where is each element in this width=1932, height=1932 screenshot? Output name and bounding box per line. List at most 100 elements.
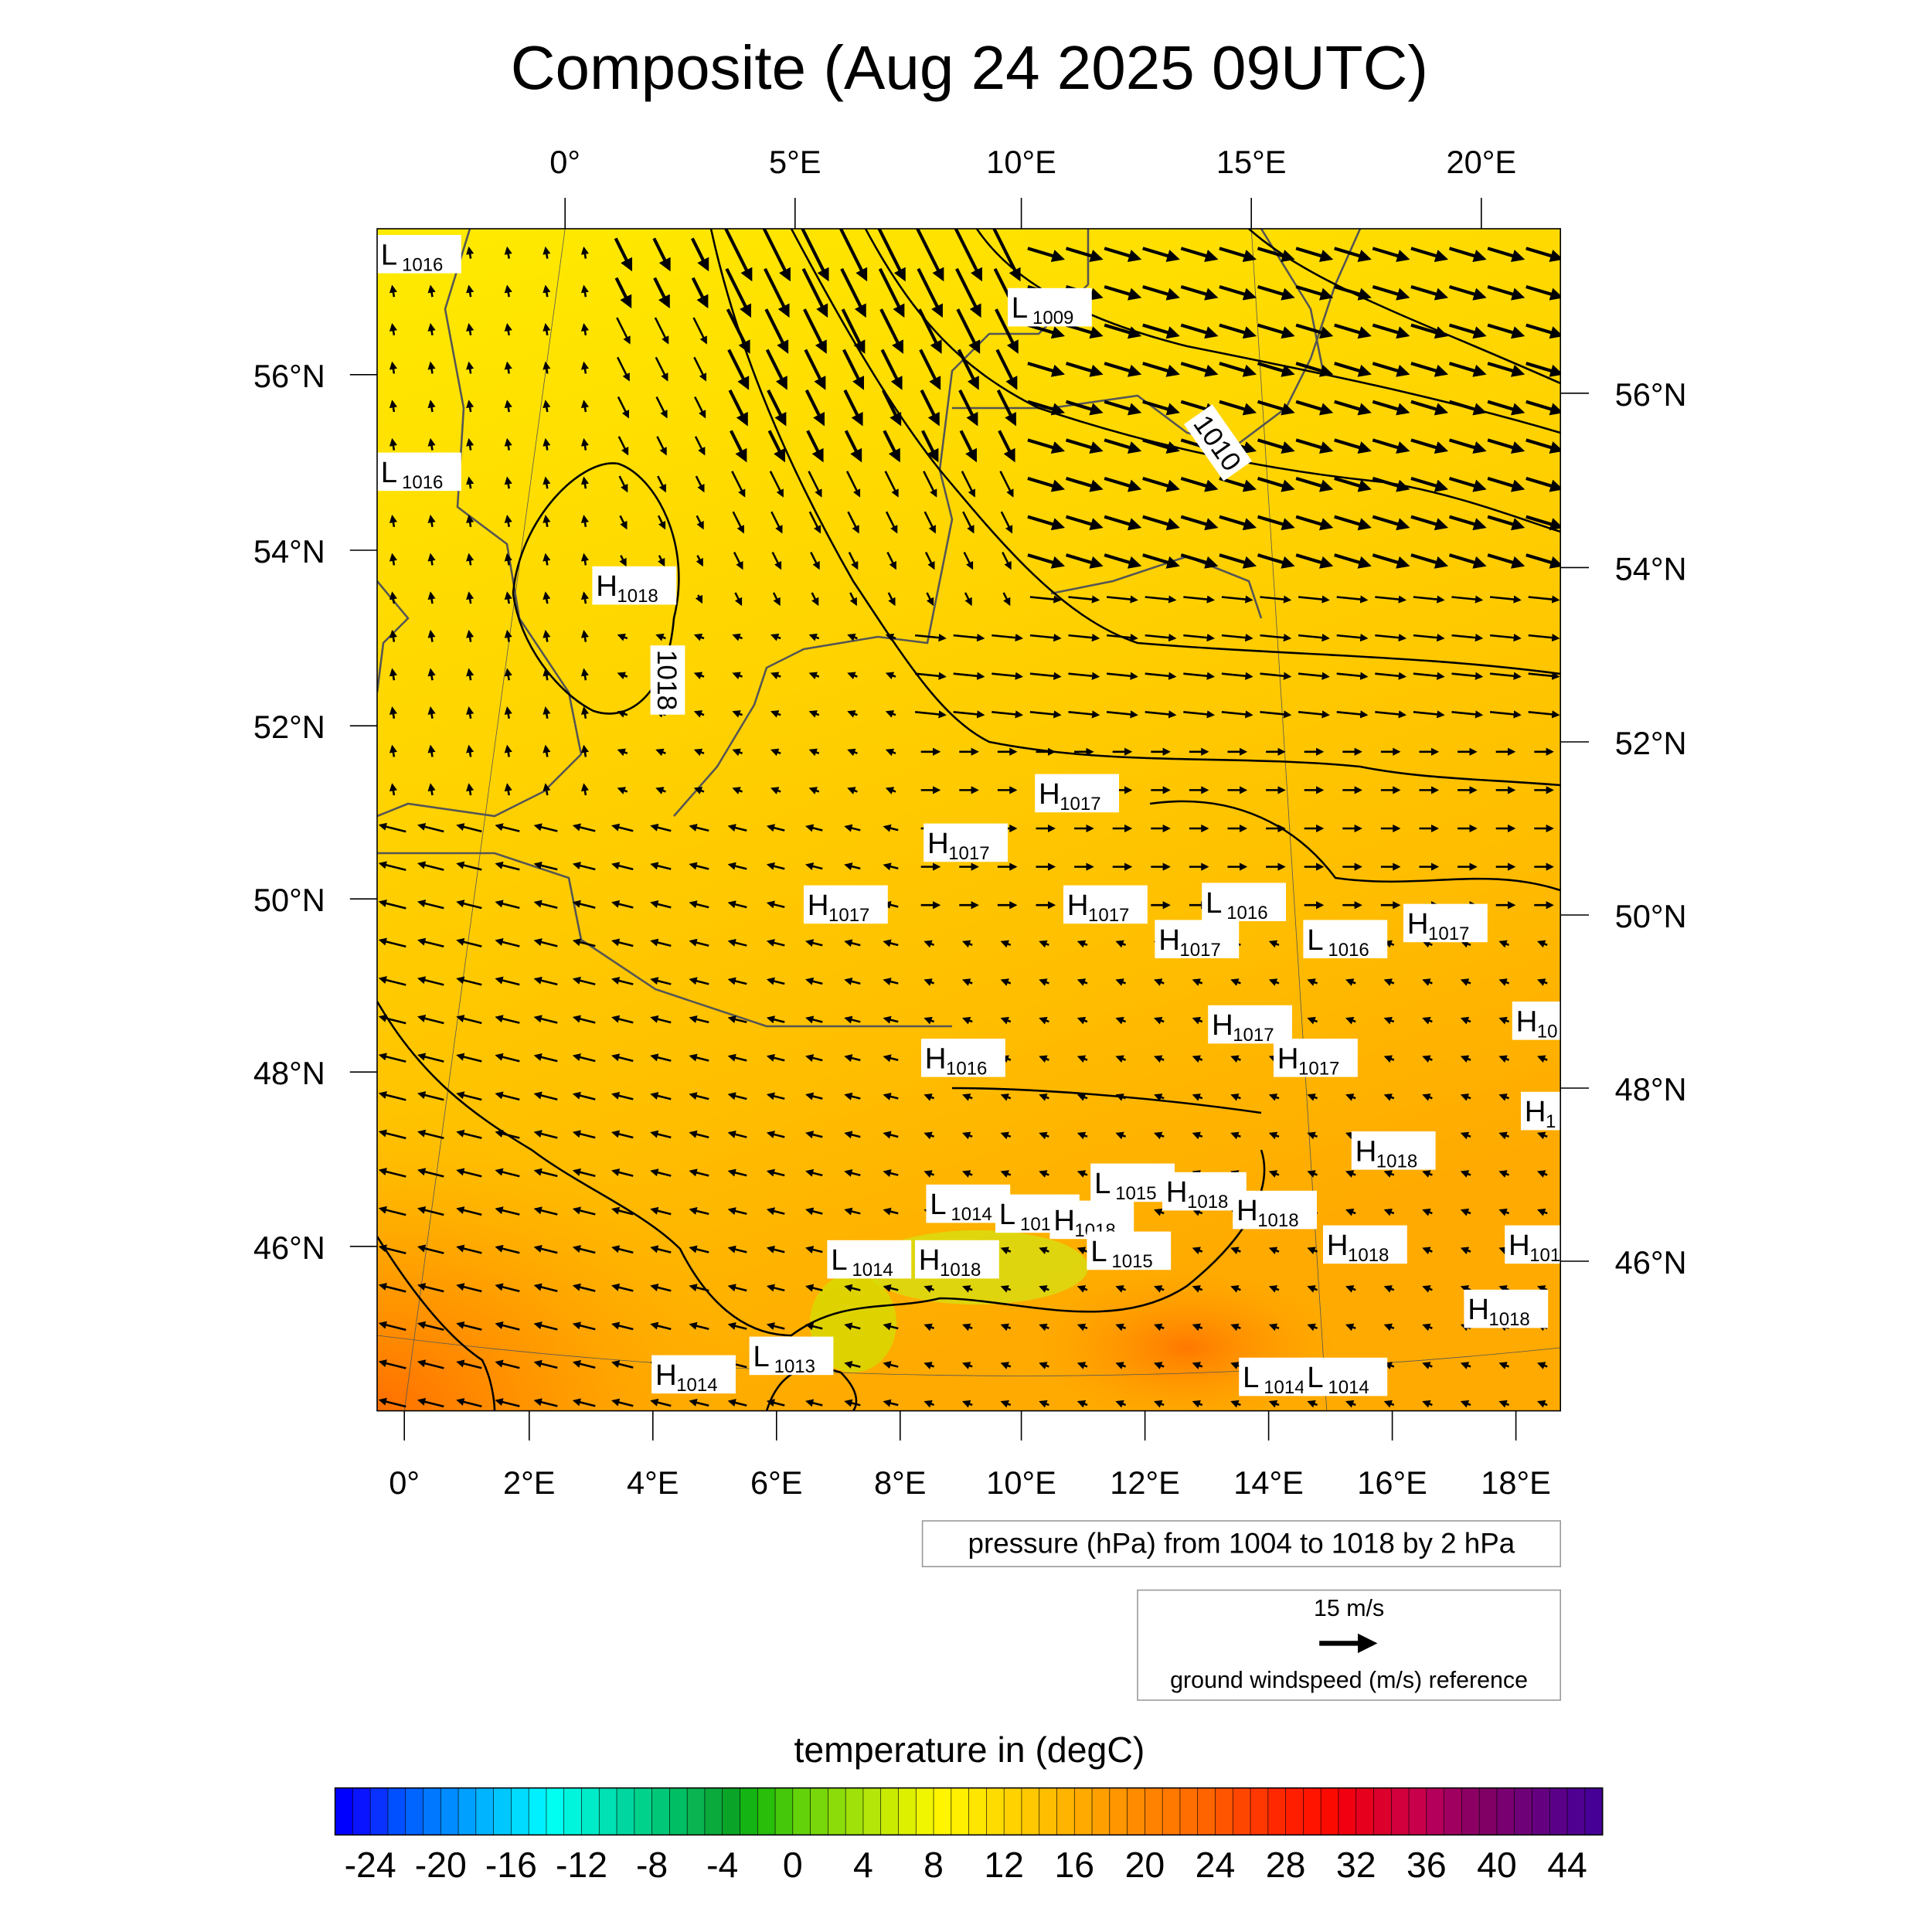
wind-arrow-icon bbox=[770, 672, 781, 680]
wind-arrow-icon bbox=[1298, 634, 1330, 642]
bottom-lon-label: 14°E bbox=[1233, 1464, 1304, 1501]
wind-arrow-icon bbox=[572, 1168, 596, 1178]
wind-arrow-icon bbox=[417, 1397, 444, 1408]
wind-arrow-icon bbox=[1000, 1170, 1012, 1178]
wind-arrow-icon bbox=[378, 1090, 406, 1101]
wind-arrow-icon bbox=[1104, 515, 1142, 531]
wind-arrow-icon bbox=[1154, 1285, 1165, 1293]
wind-arrow-icon bbox=[1375, 710, 1407, 719]
wind-arrow-icon bbox=[466, 400, 474, 413]
wind-arrow-icon bbox=[389, 783, 398, 796]
wind-arrow-icon bbox=[1345, 1400, 1356, 1408]
wind-arrow-icon bbox=[999, 471, 1014, 498]
wind-arrow-icon bbox=[1000, 1362, 1012, 1369]
wind-arrow-icon bbox=[847, 511, 859, 534]
wind-arrow-icon bbox=[885, 787, 896, 794]
wind-arrow-icon bbox=[1192, 1094, 1203, 1101]
wind-arrow-icon bbox=[882, 389, 902, 427]
wind-arrow-icon bbox=[764, 267, 790, 318]
wind-arrow-icon bbox=[727, 349, 750, 390]
wind-arrow-icon bbox=[1115, 940, 1127, 948]
wind-arrow-icon bbox=[1498, 1285, 1510, 1293]
colorbar-swatch bbox=[423, 1787, 442, 1835]
wind-arrow-icon bbox=[389, 668, 398, 681]
wind-arrow-icon bbox=[1065, 476, 1104, 492]
wind-arrow-icon bbox=[1192, 978, 1203, 986]
colorbar-swatch bbox=[880, 1787, 900, 1835]
wind-arrow-icon bbox=[693, 356, 707, 382]
wind-arrow-icon bbox=[427, 591, 436, 604]
wind-arrow-icon bbox=[689, 1398, 709, 1407]
wind-arrow-icon bbox=[611, 977, 634, 985]
wind-arrow-icon bbox=[427, 515, 436, 528]
colorbar-tick-label: 32 bbox=[1336, 1845, 1376, 1885]
wind-arrow-icon bbox=[650, 1015, 672, 1024]
wind-arrow-icon bbox=[766, 1284, 785, 1292]
colorbar-swatch bbox=[1021, 1787, 1040, 1835]
wind-arrow-icon bbox=[1489, 634, 1522, 642]
wind-arrow-icon bbox=[844, 1284, 861, 1292]
wind-arrow-icon bbox=[1154, 1362, 1165, 1369]
colorbar-swatch bbox=[704, 1787, 723, 1835]
wind-arrow-icon bbox=[427, 400, 436, 413]
high-pressure-label: H 1018 bbox=[1351, 1131, 1436, 1172]
wind-arrow-icon bbox=[504, 783, 512, 796]
wind-arrow-icon bbox=[765, 349, 787, 390]
wind-arrow-icon bbox=[1221, 634, 1253, 642]
wind-arrow-icon bbox=[504, 744, 512, 757]
low-pressure-label: L 1009 bbox=[1008, 287, 1092, 328]
wind-arrow-icon bbox=[1068, 634, 1100, 642]
wind-arrow-icon bbox=[1336, 634, 1369, 642]
wind-arrow-icon bbox=[650, 900, 672, 909]
wind-arrow-icon bbox=[801, 267, 828, 318]
wind-arrow-icon bbox=[1065, 362, 1104, 377]
wind-arrow-icon bbox=[727, 938, 747, 947]
wind-arrow-icon bbox=[964, 592, 972, 607]
wind-arrow-icon bbox=[923, 940, 935, 948]
wind-arrow-icon bbox=[533, 976, 558, 986]
wind-arrow-icon bbox=[770, 748, 781, 757]
wind-arrow-icon bbox=[689, 823, 709, 832]
wind-arrow-icon bbox=[378, 1168, 406, 1178]
wind-arrow-icon bbox=[1336, 672, 1369, 680]
wind-arrow-icon bbox=[920, 389, 940, 427]
wind-arrow-icon bbox=[1372, 247, 1410, 263]
pressure-center-value: 1015 bbox=[1111, 1251, 1152, 1272]
wind-arrow-icon bbox=[456, 1015, 482, 1025]
colorbar-swatch bbox=[1338, 1787, 1357, 1835]
wind-arrow-icon bbox=[1537, 978, 1548, 986]
wind-arrow-icon bbox=[389, 284, 398, 298]
wind-arrow-icon bbox=[378, 822, 406, 833]
wind-arrow-icon bbox=[1334, 284, 1372, 301]
wind-arrow-icon bbox=[572, 1053, 596, 1063]
pressure-center-value: 1 bbox=[1546, 1111, 1556, 1132]
contour-label-1018: 1018 bbox=[650, 645, 685, 715]
wind-arrow-icon bbox=[811, 592, 819, 607]
wind-arrow-icon bbox=[650, 1092, 672, 1100]
wind-arrow-icon bbox=[378, 937, 406, 948]
wind-arrow-icon bbox=[1307, 1323, 1318, 1332]
wind-arrow-icon bbox=[767, 389, 787, 427]
colorbar-tick-label: -8 bbox=[636, 1845, 668, 1885]
pressure-center-type: H bbox=[1525, 1095, 1546, 1128]
bottom-lon-label: 6°E bbox=[750, 1464, 803, 1501]
wind-arrow-icon bbox=[1221, 672, 1253, 680]
pressure-center-type: H bbox=[925, 1042, 947, 1075]
wind-arrow-icon bbox=[1039, 1016, 1049, 1025]
wind-arrow-icon bbox=[1183, 634, 1216, 642]
colorbar-swatch bbox=[634, 1787, 653, 1835]
wind-arrow-icon bbox=[1336, 595, 1369, 604]
wind-arrow-icon bbox=[1260, 710, 1292, 719]
wind-arrow-icon bbox=[727, 1168, 747, 1177]
wind-arrow-icon bbox=[1183, 672, 1216, 680]
wind-arrow-icon bbox=[572, 1359, 596, 1369]
wind-arrow-icon bbox=[543, 400, 551, 413]
wind-arrow-icon bbox=[808, 748, 820, 757]
wind-arrow-icon bbox=[378, 1206, 406, 1216]
wind-arrow-icon bbox=[611, 1206, 634, 1216]
wind-arrow-icon bbox=[849, 592, 857, 607]
wind-arrow-icon bbox=[962, 1016, 973, 1025]
colorbar-swatch bbox=[616, 1787, 635, 1835]
wind-arrow-icon bbox=[957, 349, 979, 390]
